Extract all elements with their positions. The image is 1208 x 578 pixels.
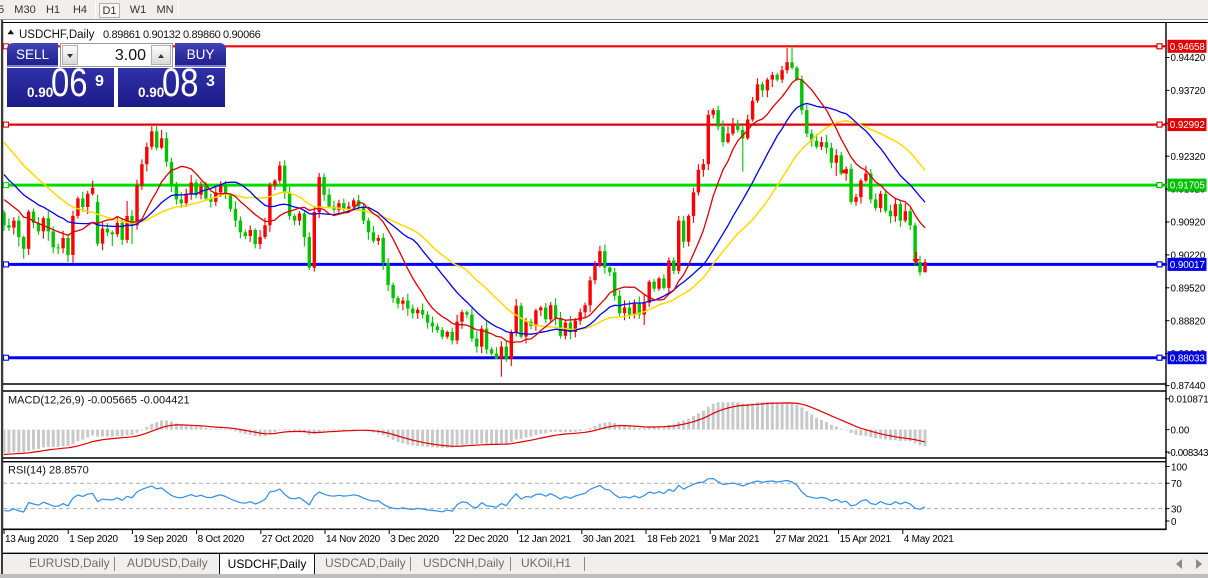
svg-text:0.94420: 0.94420 xyxy=(1171,53,1206,64)
svg-text:0.89520: 0.89520 xyxy=(1171,283,1206,294)
svg-text:-0.008343: -0.008343 xyxy=(1168,448,1208,459)
svg-text:0.90220: 0.90220 xyxy=(1171,251,1206,262)
svg-text:0.92992: 0.92992 xyxy=(1170,120,1205,131)
svg-text:1 Sep 2020: 1 Sep 2020 xyxy=(69,534,118,545)
svg-text:19 Sep 2020: 19 Sep 2020 xyxy=(133,534,188,545)
svg-text:27 Oct 2020: 27 Oct 2020 xyxy=(262,534,314,545)
svg-text:30 Jan 2021: 30 Jan 2021 xyxy=(583,534,636,545)
svg-text:15 Apr 2021: 15 Apr 2021 xyxy=(840,534,892,545)
svg-text:12 Jan 2021: 12 Jan 2021 xyxy=(519,534,572,545)
svg-text:0.90920: 0.90920 xyxy=(1171,218,1206,229)
svg-text:0.89861 0.90132 0.89860 0.9006: 0.89861 0.90132 0.89860 0.90066 xyxy=(103,29,261,41)
svg-text:70: 70 xyxy=(1171,479,1182,490)
svg-text:0.94658: 0.94658 xyxy=(1170,42,1206,53)
svg-text:USDCHF,Daily: USDCHF,Daily xyxy=(19,29,95,41)
svg-text:0.88033: 0.88033 xyxy=(1170,353,1206,364)
svg-text:0.00: 0.00 xyxy=(1171,425,1190,436)
svg-text:0: 0 xyxy=(1171,517,1177,528)
svg-text:3 Dec 2020: 3 Dec 2020 xyxy=(390,534,439,545)
svg-text:13 Aug 2020: 13 Aug 2020 xyxy=(5,534,59,545)
svg-text:27 Mar 2021: 27 Mar 2021 xyxy=(775,534,829,545)
svg-text:RSI(14) 28.8570: RSI(14) 28.8570 xyxy=(8,465,89,477)
svg-text:0.92320: 0.92320 xyxy=(1171,152,1206,163)
svg-text:0.87440: 0.87440 xyxy=(1171,381,1206,392)
svg-text:14 Nov 2020: 14 Nov 2020 xyxy=(326,534,381,545)
svg-text:22 Dec 2020: 22 Dec 2020 xyxy=(454,534,509,545)
svg-text:0.90017: 0.90017 xyxy=(1170,260,1205,271)
svg-text:30: 30 xyxy=(1171,504,1182,515)
svg-text:100: 100 xyxy=(1171,462,1188,473)
svg-text:18 Feb 2021: 18 Feb 2021 xyxy=(647,534,701,545)
svg-text:MACD(12,26,9) -0.005665 -0.004: MACD(12,26,9) -0.005665 -0.004421 xyxy=(8,395,190,407)
svg-text:9 Mar 2021: 9 Mar 2021 xyxy=(711,534,760,545)
svg-text:8 Oct 2020: 8 Oct 2020 xyxy=(198,534,245,545)
svg-text:0.88820: 0.88820 xyxy=(1171,316,1206,327)
svg-text:0.93720: 0.93720 xyxy=(1171,86,1206,97)
svg-text:0.010871: 0.010871 xyxy=(1169,395,1208,406)
svg-text:0.91705: 0.91705 xyxy=(1170,181,1206,192)
svg-text:4 May 2021: 4 May 2021 xyxy=(904,534,954,545)
